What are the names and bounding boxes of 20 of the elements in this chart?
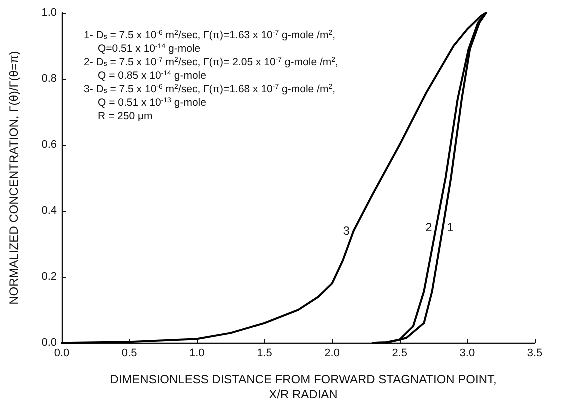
x-tick-label: 2.0 [324, 348, 340, 360]
x-tick-label: 1.0 [189, 348, 205, 360]
annotation: R = 250 μm [98, 110, 154, 122]
y-tick-label: 0.4 [42, 205, 57, 218]
x-tick-label: 3.5 [527, 348, 543, 360]
series-label: 3 [343, 224, 350, 238]
x-tick-label: 0.0 [54, 348, 70, 360]
x-tick-label: 3.0 [460, 348, 476, 360]
x-tick-label: 2.5 [392, 348, 408, 360]
x-tick-label: 1.5 [257, 348, 272, 360]
series-label: 1 [447, 220, 454, 235]
x-axis-title: DIMENSIONLESS DISTANCE FROM FORWARD STAGNATION POINT, X/R RADIAN [110, 372, 497, 402]
y-tick-label: 0.2 [42, 271, 57, 284]
y-tick-label: 0.6 [42, 139, 57, 152]
y-tick-label: 0.0 [42, 337, 57, 350]
y-tick-label: 0.8 [42, 73, 57, 86]
y-axis-title: NORMALIZED CONCENTRATION, Γ(θ)/Γ(θ=π) [7, 51, 21, 305]
series-label: 2 [426, 220, 433, 235]
x-tick-label: 0.5 [122, 348, 138, 360]
y-tick-label: 1.0 [42, 7, 57, 19]
